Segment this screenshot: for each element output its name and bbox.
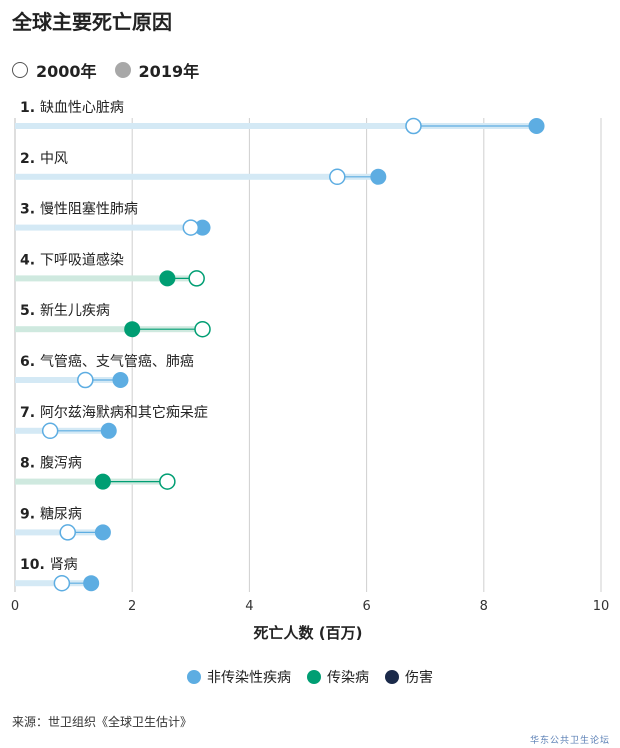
row-band-3 (15, 224, 203, 231)
row-label-9: 9. 糖尿病 (20, 506, 82, 522)
x-tick-label-6: 6 (362, 599, 370, 614)
row-band-2 (15, 173, 379, 180)
legend-label-2000: 2000年 (36, 62, 97, 81)
legend-label-communicable: 传染病 (327, 670, 369, 686)
point-2019-10 (83, 575, 100, 592)
row-label-8: 8. 腹泻病 (20, 455, 82, 472)
row-label-4: 4. 下呼吸道感染 (20, 251, 124, 268)
point-2000-2 (329, 168, 346, 186)
point-2019-3 (194, 219, 211, 236)
row-band-10 (15, 580, 92, 587)
row-label-3: 3. 慢性阻塞性肺病 (20, 201, 138, 218)
row-label-10: 10. 肾病 (20, 557, 78, 573)
legend-item-noncommunicable: 非传染性疾病 (187, 667, 291, 687)
point-2019-5 (124, 321, 141, 338)
point-2019-8 (94, 473, 111, 490)
category-legend: 非传染性疾病 传染病 伤害 (0, 667, 620, 687)
communicable-swatch (307, 670, 321, 684)
legend-item-2000: 2000年 (12, 58, 97, 82)
x-tick-label-10: 10 (593, 599, 610, 614)
legend-item-2019: 2019年 (114, 58, 200, 82)
point-2000-6 (77, 371, 94, 389)
point-2019-6 (112, 372, 129, 388)
legend-label-injury: 伤害 (405, 670, 433, 686)
row-band-5 (15, 326, 203, 333)
row-label-7: 7. 阿尔兹海默病和其它痴呆症 (20, 404, 208, 421)
row-band-9 (15, 529, 103, 536)
point-2019-2 (370, 168, 387, 185)
point-2000-3 (182, 219, 200, 236)
row-label-5: 5. 新生儿疾病 (20, 303, 110, 319)
point-2019-7 (100, 422, 117, 439)
point-2000-10 (53, 574, 71, 592)
point-2000-9 (59, 524, 76, 541)
point-2000-8 (159, 473, 176, 490)
point-2000-7 (41, 422, 59, 440)
row-label-6: 6. 气管癌、支气管癌、肺癌 (20, 354, 194, 370)
x-tick-label-0: 0 (11, 599, 19, 614)
point-2000-4 (188, 270, 205, 287)
open-circle-icon (12, 62, 28, 78)
legend-item-injury: 伤害 (385, 667, 433, 687)
injury-swatch (385, 670, 399, 684)
point-2019-1 (528, 118, 545, 134)
noncommunicable-swatch (187, 670, 201, 684)
point-2019-9 (94, 524, 111, 541)
row-label-2: 2. 中风 (20, 151, 68, 167)
filled-circle-icon (114, 62, 131, 78)
x-axis-label: 死亡人数 (百万) (254, 624, 363, 642)
legend-label-noncommunicable: 非传染性疾病 (207, 670, 291, 686)
x-tick-label-2: 2 (128, 599, 136, 614)
row-band-8 (15, 478, 168, 485)
row-band-6 (15, 377, 121, 383)
source-note: 来源：世卫组织《全球卫生估计》 (12, 715, 193, 729)
row-label-1: 1. 缺血性心脏病 (20, 100, 124, 116)
x-tick-label-8: 8 (480, 599, 488, 614)
dumbbell-chart: 0 2 4 6 8 10 死亡人数 (百万) 1. 缺血性心脏病 2. 中风 3. 慢性阻塞性肺病… (11, 100, 610, 642)
point-2000-1 (405, 117, 422, 135)
chart-title: 全球主要死亡原因 (12, 10, 172, 34)
watermark: 华东公共卫生论坛 (529, 736, 610, 746)
row-band-1 (15, 123, 537, 129)
year-legend: 2000年 2019年 (12, 58, 217, 82)
legend-label-2019: 2019年 (138, 62, 200, 81)
x-tick-label-4: 4 (245, 599, 253, 614)
legend-item-communicable: 传染病 (307, 667, 369, 687)
row-band-4 (15, 275, 197, 282)
point-2019-4 (159, 270, 176, 287)
point-2000-5 (194, 320, 211, 338)
